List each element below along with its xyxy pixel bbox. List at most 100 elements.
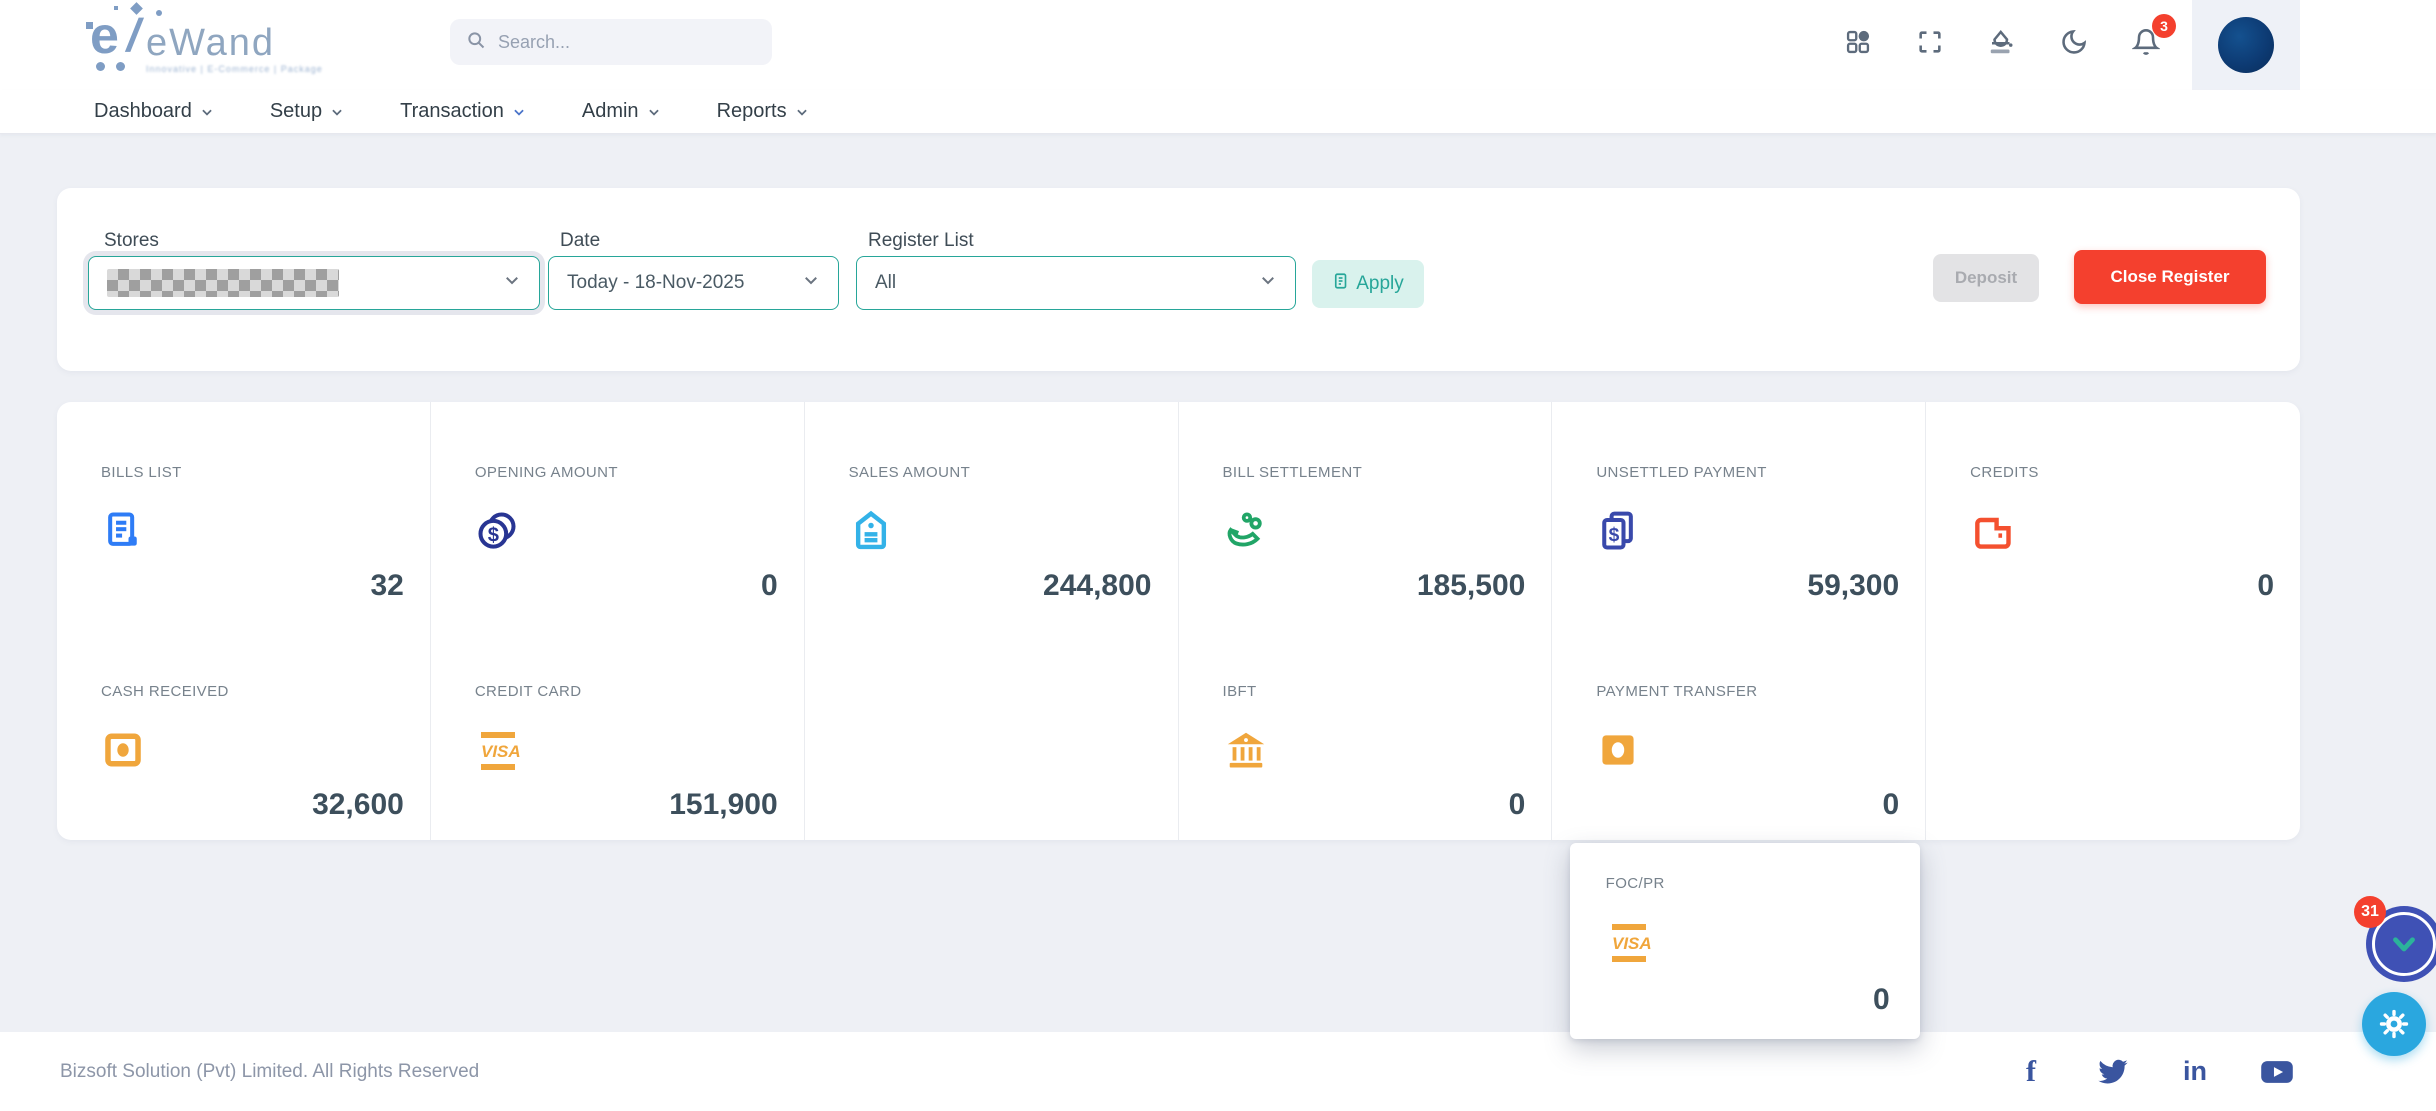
stat-label: OPENING AMOUNT bbox=[475, 464, 778, 481]
search-input[interactable] bbox=[498, 32, 738, 53]
chevron-down-icon bbox=[200, 105, 214, 119]
chevron-down-icon bbox=[512, 105, 526, 119]
stat-value: 244,800 bbox=[1043, 569, 1151, 603]
stat-card-focpr-slot: FOC/PR VISA 0 bbox=[805, 621, 1179, 840]
dollar-notes-icon: $ bbox=[1596, 509, 1899, 558]
stat-value: 0 bbox=[2257, 569, 2274, 603]
stat-card-focpr[interactable]: FOC/PR VISA 0 bbox=[1570, 843, 1920, 1039]
stat-value: 59,300 bbox=[1807, 569, 1899, 603]
apply-label: Apply bbox=[1356, 273, 1404, 295]
hand-coins-icon bbox=[1223, 509, 1526, 560]
visa-icon: VISA bbox=[1606, 920, 1894, 971]
gear-icon bbox=[2377, 1007, 2411, 1041]
stat-value: 32,600 bbox=[312, 788, 404, 822]
facebook-icon[interactable]: f bbox=[2014, 1055, 2048, 1089]
main-nav: Dashboard Setup Transaction Admin Report… bbox=[0, 90, 2436, 134]
svg-text:VISA: VISA bbox=[1612, 934, 1652, 953]
copyright-text: Bizsoft Solution (Pvt) Limited. All Righ… bbox=[60, 1061, 479, 1083]
nav-item-transaction[interactable]: Transaction bbox=[400, 100, 526, 123]
chevron-down-icon bbox=[1259, 271, 1277, 295]
apply-button[interactable]: Apply bbox=[1312, 260, 1424, 308]
stat-label: CASH RECEIVED bbox=[101, 683, 404, 700]
stat-card-sales-amount[interactable]: SALES AMOUNT 244,800 bbox=[805, 402, 1179, 621]
stores-select[interactable] bbox=[88, 256, 540, 310]
banknote-icon bbox=[101, 728, 404, 777]
nav-item-reports[interactable]: Reports bbox=[717, 100, 809, 123]
nav-label: Admin bbox=[582, 100, 639, 123]
chevron-down-icon bbox=[802, 271, 820, 295]
stat-card-credit-card[interactable]: CREDIT CARD VISA 151,900 bbox=[431, 621, 805, 840]
stat-card-opening-amount[interactable]: OPENING AMOUNT $ 0 bbox=[431, 402, 805, 621]
stat-value: 32 bbox=[370, 569, 403, 603]
stat-label: BILL SETTLEMENT bbox=[1223, 464, 1526, 481]
stat-value: 0 bbox=[761, 569, 778, 603]
stat-label: UNSETTLED PAYMENT bbox=[1596, 464, 1899, 481]
stat-label: SALES AMOUNT bbox=[849, 464, 1152, 481]
nav-item-setup[interactable]: Setup bbox=[270, 100, 344, 123]
chevron-down-icon bbox=[330, 105, 344, 119]
stat-value: 151,900 bbox=[669, 788, 777, 822]
fullscreen-icon[interactable] bbox=[1912, 24, 1948, 60]
deposit-button[interactable]: Deposit bbox=[1933, 254, 2039, 302]
chevron-down-icon bbox=[647, 105, 661, 119]
empty-slot bbox=[1926, 621, 2300, 840]
brand-logo[interactable]: e / eWand Innovative | E-Commerce | Pack… bbox=[84, 8, 274, 82]
stat-label: PAYMENT TRANSFER bbox=[1596, 683, 1899, 700]
scroll-widget-button[interactable]: 31 bbox=[2366, 906, 2436, 982]
cart-wheel-icon bbox=[96, 62, 105, 71]
stat-card-unsettled-payment[interactable]: UNSETTLED PAYMENT $ 59,300 bbox=[1552, 402, 1926, 621]
stat-card-payment-transfer[interactable]: PAYMENT TRANSFER 0 bbox=[1552, 621, 1926, 840]
bank-icon bbox=[1223, 728, 1526, 779]
stat-card-cash-received[interactable]: CASH RECEIVED 32,600 bbox=[57, 621, 431, 840]
nav-label: Setup bbox=[270, 100, 322, 123]
receipt-icon bbox=[101, 509, 404, 558]
youtube-icon[interactable] bbox=[2260, 1055, 2294, 1089]
search-icon bbox=[466, 30, 486, 55]
register-list-label: Register List bbox=[868, 230, 974, 252]
visa-icon: VISA bbox=[475, 728, 778, 779]
apply-icon bbox=[1332, 272, 1350, 296]
brand-tagline: Innovative | E-Commerce | Package bbox=[146, 64, 323, 74]
app-header: e / eWand Innovative | E-Commerce | Pack… bbox=[0, 0, 2436, 90]
logo-cart-e: e bbox=[90, 10, 119, 62]
stat-card-bill-settlement[interactable]: BILL SETTLEMENT 185,500 bbox=[1179, 402, 1553, 621]
notifications-bell-icon[interactable]: 3 bbox=[2128, 24, 2164, 60]
avatar[interactable] bbox=[2218, 17, 2274, 73]
stat-card-bills-list[interactable]: BILLS LIST 32 bbox=[57, 402, 431, 621]
stat-card-ibft[interactable]: IBFT 0 bbox=[1179, 621, 1553, 840]
user-menu[interactable] bbox=[2192, 0, 2300, 90]
linkedin-icon[interactable]: in bbox=[2178, 1055, 2212, 1089]
chevron-down-icon bbox=[503, 271, 521, 295]
theme-fill-icon[interactable] bbox=[1984, 24, 2020, 60]
banknote-filled-icon bbox=[1596, 728, 1899, 777]
date-label: Date bbox=[560, 230, 600, 252]
wallet-icon bbox=[1970, 509, 2274, 558]
price-tag-icon bbox=[849, 509, 1152, 558]
stat-label: IBFT bbox=[1223, 683, 1526, 700]
app-footer: Bizsoft Solution (Pvt) Limited. All Righ… bbox=[0, 1032, 2436, 1111]
nav-item-admin[interactable]: Admin bbox=[582, 100, 661, 123]
svg-text:$: $ bbox=[1609, 525, 1620, 546]
svg-text:VISA: VISA bbox=[481, 742, 521, 761]
register-summary-panel: BILLS LIST 32 OPENING AMOUNT $ 0 SALES A… bbox=[57, 402, 2300, 840]
settings-gear-button[interactable] bbox=[2362, 992, 2426, 1056]
register-list-select[interactable]: All bbox=[856, 256, 1296, 310]
logo-wand-slash: / bbox=[122, 8, 146, 62]
redacted-store-value bbox=[107, 269, 339, 297]
filter-panel: Stores Date Today - 18-Nov-2025 Register… bbox=[57, 188, 2300, 371]
dark-mode-moon-icon[interactable] bbox=[2056, 24, 2092, 60]
date-select[interactable]: Today - 18-Nov-2025 bbox=[548, 256, 839, 310]
cart-wheel-icon bbox=[116, 62, 125, 71]
stat-value: 0 bbox=[1882, 788, 1899, 822]
register-list-value: All bbox=[875, 272, 896, 294]
stat-card-credits[interactable]: CREDITS 0 bbox=[1926, 402, 2300, 621]
close-register-button[interactable]: Close Register bbox=[2074, 250, 2266, 304]
nav-label: Dashboard bbox=[94, 100, 192, 123]
nav-item-dashboard[interactable]: Dashboard bbox=[94, 100, 214, 123]
stat-value: 185,500 bbox=[1417, 569, 1525, 603]
apps-grid-icon[interactable] bbox=[1840, 24, 1876, 60]
stat-value: 0 bbox=[1873, 983, 1890, 1017]
global-search[interactable] bbox=[450, 19, 772, 65]
svg-text:$: $ bbox=[488, 524, 499, 546]
twitter-icon[interactable] bbox=[2096, 1055, 2130, 1089]
